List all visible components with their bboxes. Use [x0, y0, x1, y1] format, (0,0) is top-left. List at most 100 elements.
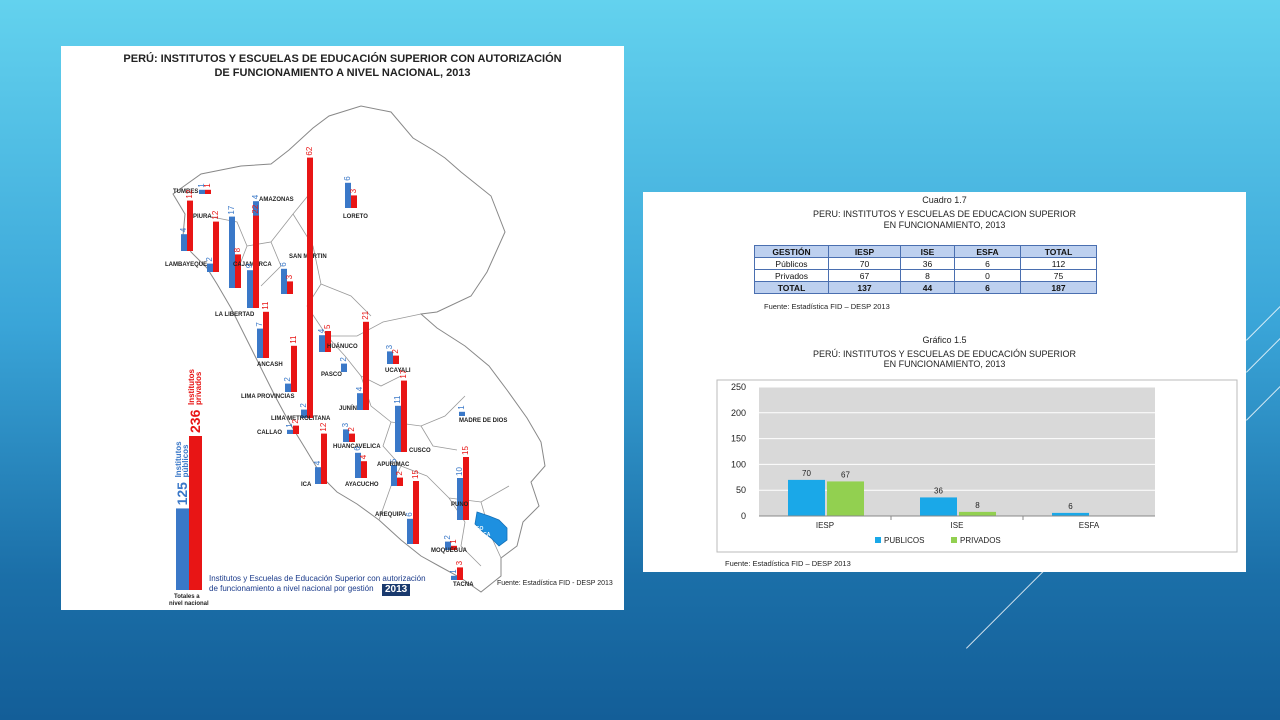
bar-publicos: [788, 479, 825, 516]
map-bar-privado: [293, 425, 299, 434]
map-bar-label: 6: [343, 176, 352, 181]
total-series-label: Institutos: [174, 441, 183, 478]
map-title-line1: PERÚ: INSTITUTOS Y ESCUELAS DE EDUCACIÓN…: [123, 53, 562, 65]
map-bar-privado: [287, 281, 293, 294]
map-bar-label: 12: [185, 189, 194, 198]
map-bar-publico: [341, 363, 347, 372]
data-table: GESTIÓN IESP ISE ESFA TOTAL Públicos 70 …: [754, 245, 1097, 294]
map-bar-privado: [351, 195, 357, 208]
map-bar-label: 4: [317, 328, 326, 333]
region-label: ANCASH: [257, 362, 283, 368]
map-bar-label: 2: [395, 471, 404, 476]
map-bar-publico: [407, 518, 413, 544]
map-bar-publico: [343, 429, 349, 442]
map-bar-label: 12: [211, 210, 220, 219]
lake-label: LAGO: [469, 526, 484, 532]
map-bar-label: 3: [455, 560, 464, 565]
map-bar-label: 11: [393, 395, 402, 404]
y-tick-label: 100: [731, 459, 746, 469]
total-series-label: públicos: [181, 444, 190, 477]
y-tick-label: 200: [731, 408, 746, 418]
map-bar-label: 7: [255, 322, 264, 327]
region-label: PIURA: [193, 214, 212, 220]
peru-outline: [172, 105, 546, 593]
data-label: 70: [802, 469, 811, 478]
map-bar-publico: [345, 182, 351, 208]
total-value-label: 125: [174, 482, 190, 506]
table-caption: Cuadro 1.7: [922, 195, 967, 205]
map-bar-publico: [301, 409, 307, 418]
region-label: APURIMAC: [377, 462, 410, 468]
map-bar-label: 1: [449, 569, 458, 574]
y-tick-label: 0: [741, 511, 746, 521]
map-bar-label: 4: [355, 386, 364, 391]
map-bar-privado: [325, 331, 331, 352]
map-bar-label: 15: [461, 446, 470, 455]
map-bar-label: 10: [455, 467, 464, 476]
region-label: JUNÍN: [339, 404, 357, 412]
map-bar-label: 1: [449, 539, 458, 544]
map-bar-privado: [361, 461, 367, 478]
map-bar-label: 17: [399, 369, 408, 378]
table-and-chart-figure: Cuadro 1.7 PERU: INSTITUTOS Y ESCUELAS D…: [643, 192, 1246, 572]
map-bar-privado: [205, 189, 211, 194]
bar-chart: 0 50 100 150 200 250 IESP 70 67 ISE 36 8 ESFA 6 PUBLIC…: [716, 379, 1238, 553]
region-label: TACNA: [453, 582, 474, 588]
map-bar-publico: [395, 405, 401, 452]
chart-title: PERÚ: INSTITUTOS Y ESCUELAS DE EDUCACIÓN…: [643, 349, 1246, 369]
map-bar-privado: [363, 321, 369, 410]
map-bar-label: 22: [251, 204, 260, 213]
map-bar-label: 3: [341, 422, 350, 427]
map-bar-publico: [319, 335, 325, 352]
region-label: CAJAMARCA: [233, 262, 272, 268]
map-bar-publico: [451, 575, 457, 580]
bar-publicos: [920, 497, 957, 516]
x-tick-label: ESFA: [1079, 521, 1100, 530]
map-bar-label: 3: [285, 274, 294, 279]
year-badge: 2013: [382, 584, 411, 596]
table-title-line1: PERU: INSTITUTOS Y ESCUELAS DE EDUCACION…: [812, 209, 1077, 219]
map-bar-privado: [321, 433, 327, 484]
map-bar-label: 1: [285, 423, 294, 428]
total-bar: [176, 508, 189, 590]
region-label: PASCO: [321, 372, 342, 378]
table-total-row: TOTAL 137 44 6 187: [754, 281, 1097, 294]
map-bar-label: 8: [233, 247, 242, 252]
map-bar-publico: [247, 270, 253, 308]
table-header-cell: ISE: [900, 245, 955, 258]
total-bar: [189, 436, 202, 590]
map-bar-label: 6: [405, 512, 414, 517]
region-label: PUNO: [451, 502, 469, 508]
map-bar-label: 2: [291, 419, 300, 424]
table-source: Fuente: Estadística FID – DESP 2013: [764, 302, 890, 311]
map-bar-label: 3: [349, 188, 358, 193]
map-bar-publico: [281, 268, 287, 294]
data-label: 6: [1068, 502, 1073, 511]
legend-note-line1: Institutos y Escuelas de Educación Super…: [209, 574, 426, 583]
map-bar-label: 2: [205, 257, 214, 262]
map-bar-privado: [307, 157, 313, 418]
total-bars-group: 125Institutospúblicos236Institutosprivad…: [169, 368, 209, 607]
region-label: MADRE DE DIOS: [459, 418, 507, 424]
lake-label: TITICACA: [467, 532, 491, 538]
map-bar-publico: [387, 351, 393, 364]
decorative-line: [1246, 338, 1280, 373]
map-bar-privado: [463, 457, 469, 520]
map-bars-group: 11TUMBES412PIURA212LAMBAYEQUE4AMAZONAS17…: [165, 146, 507, 588]
map-chart: 11TUMBES412PIURA212LAMBAYEQUE4AMAZONAS17…: [165, 105, 546, 607]
map-bar-label: 11: [261, 301, 270, 310]
region-label: LIMA METROLITANA: [271, 416, 331, 422]
map-bar-label: 1: [457, 405, 466, 410]
legend-label: PUBLICOS: [884, 536, 924, 545]
legend-swatch: [875, 537, 881, 543]
map-bar-label: 11: [289, 335, 298, 344]
map-bar-publico: [229, 216, 235, 288]
data-label: 8: [975, 501, 980, 510]
y-tick-label: 150: [731, 434, 746, 444]
chart-title-line2: EN FUNCIONAMIENTO, 2013: [883, 359, 1006, 369]
map-bar-label: 2: [339, 357, 348, 362]
map-bar-label: 5: [389, 458, 398, 463]
map-bar-label: 4: [359, 454, 368, 459]
data-label: 67: [841, 470, 850, 479]
decorative-line: [966, 568, 1046, 649]
